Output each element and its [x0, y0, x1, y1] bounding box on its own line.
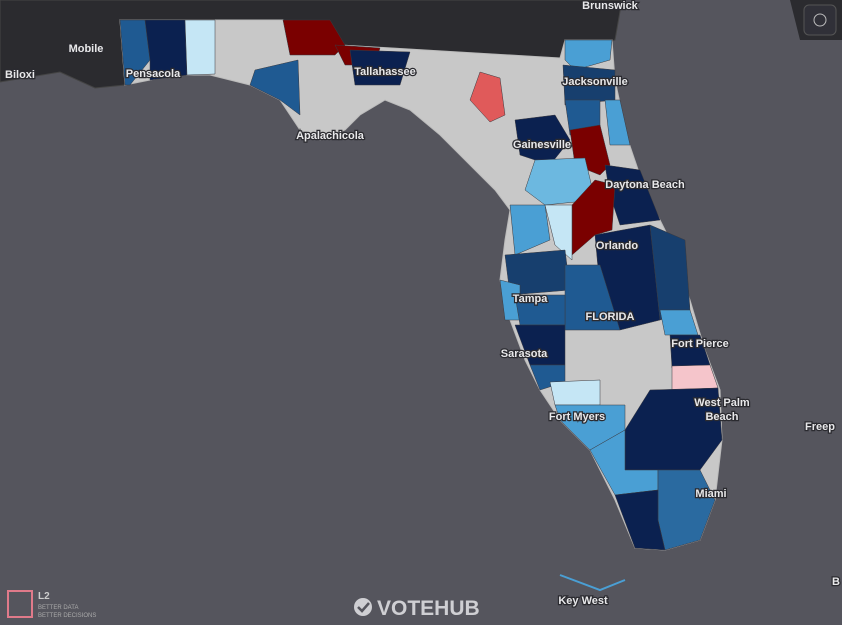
- county: [514, 114, 571, 166]
- place-label: West Palm: [694, 397, 750, 409]
- county: [524, 157, 596, 206]
- place-label: Sarasota: [501, 348, 548, 360]
- place-label: B: [832, 576, 840, 588]
- counties: [119, 19, 723, 551]
- l2-logo: L2 BETTER DATA BETTER DECISIONS: [7, 590, 96, 619]
- county: [671, 364, 719, 391]
- brand: VOTEHUB: [377, 597, 480, 620]
- place-label: Tampa: [513, 293, 549, 305]
- county: [564, 39, 613, 71]
- county: [614, 489, 666, 551]
- county: [509, 204, 551, 256]
- place-label: Mobile: [69, 43, 104, 55]
- place-label: Apalachicola: [296, 130, 365, 142]
- place-label: Gainesville: [513, 139, 571, 151]
- logo-line: BETTER DATA: [38, 605, 78, 611]
- place-label: Pensacola: [126, 68, 181, 80]
- logo-mark: L2: [38, 591, 50, 602]
- place-label: Daytona Beach: [605, 179, 685, 191]
- county: [144, 19, 188, 81]
- county: [604, 99, 631, 146]
- brand-check: [357, 602, 370, 613]
- place-label: Tallahassee: [354, 66, 416, 78]
- place-label: Freep: [805, 421, 835, 433]
- county: [544, 204, 573, 261]
- place-label: Fort Pierce: [671, 338, 728, 350]
- county: [119, 19, 151, 86]
- place-label: Miami: [695, 488, 726, 500]
- place-label: Brunswick: [582, 0, 639, 12]
- place-label: FLORIDA: [586, 311, 635, 323]
- county: [349, 49, 411, 86]
- county: [249, 59, 301, 116]
- county: [469, 71, 506, 123]
- brand-icon: [354, 598, 372, 616]
- county: [184, 19, 216, 76]
- place-label: Biloxi: [5, 69, 35, 81]
- place-label: Jacksonville: [562, 76, 627, 88]
- place-label: Beach: [705, 411, 738, 423]
- county: [549, 379, 601, 406]
- place-label: Fort Myers: [549, 411, 605, 423]
- place-label: Key West: [558, 595, 608, 607]
- keys: [559, 574, 626, 592]
- place-label: Orlando: [596, 240, 638, 252]
- locate-icon: [813, 13, 827, 27]
- logo-line: BETTER DECISIONS: [38, 613, 96, 619]
- logo-box: [7, 590, 33, 618]
- locate-button[interactable]: [803, 4, 837, 36]
